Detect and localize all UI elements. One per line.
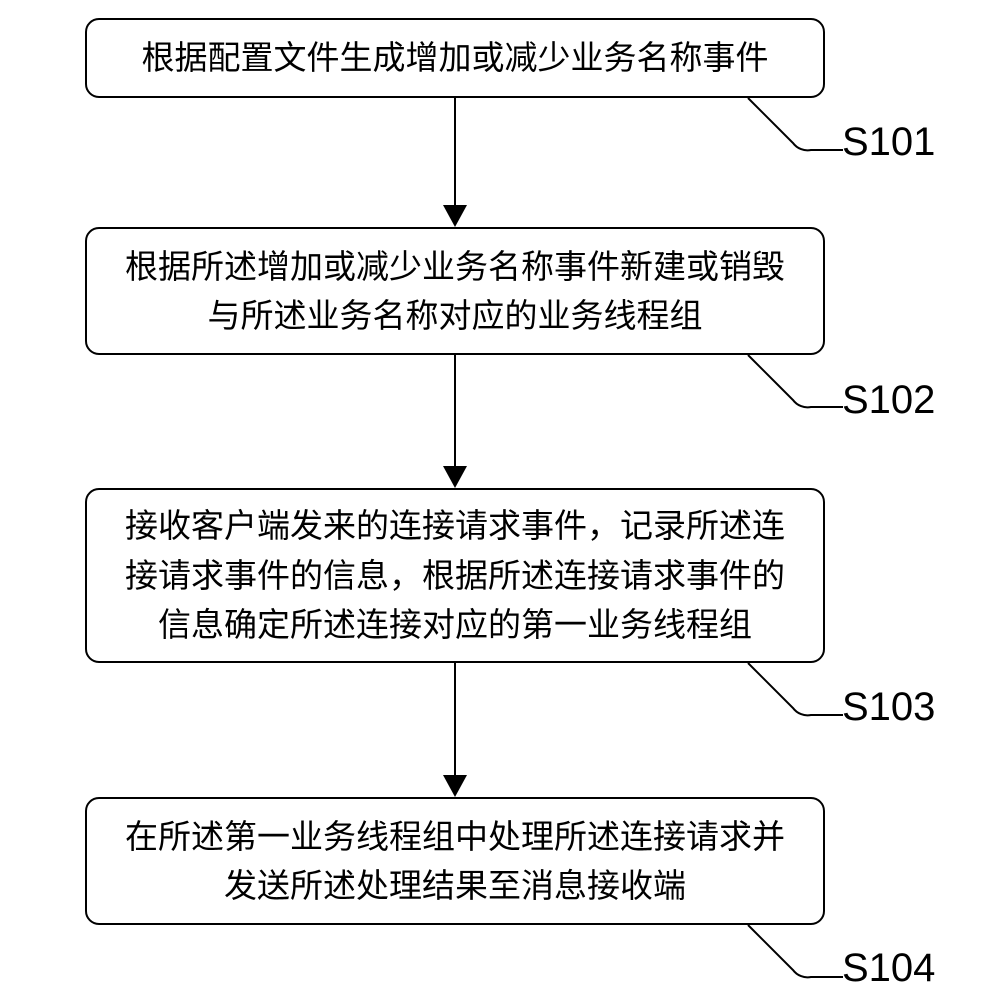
step-label: S104	[842, 946, 935, 991]
flowchart-node-s101: 根据配置文件生成增加或减少业务名称事件	[85, 18, 825, 98]
node-text: 在所述第一业务线程组中处理所述连接请求并发送所述处理结果至消息接收端	[117, 812, 793, 911]
step-label: S102	[842, 378, 935, 423]
node-text: 根据配置文件生成增加或减少业务名称事件	[142, 33, 769, 83]
flowchart-node-s102: 根据所述增加或减少业务名称事件新建或销毁与所述业务名称对应的业务线程组	[85, 227, 825, 355]
flowchart-node-s103: 接收客户端发来的连接请求事件，记录所述连接请求事件的信息，根据所述连接请求事件的…	[85, 488, 825, 663]
node-text: 根据所述增加或减少业务名称事件新建或销毁与所述业务名称对应的业务线程组	[117, 242, 793, 341]
node-text: 接收客户端发来的连接请求事件，记录所述连接请求事件的信息，根据所述连接请求事件的…	[117, 501, 793, 650]
step-label: S103	[842, 685, 935, 730]
flowchart-node-s104: 在所述第一业务线程组中处理所述连接请求并发送所述处理结果至消息接收端	[85, 797, 825, 925]
step-label: S101	[842, 120, 935, 165]
flowchart-canvas: 根据配置文件生成增加或减少业务名称事件 根据所述增加或减少业务名称事件新建或销毁…	[0, 0, 1000, 998]
